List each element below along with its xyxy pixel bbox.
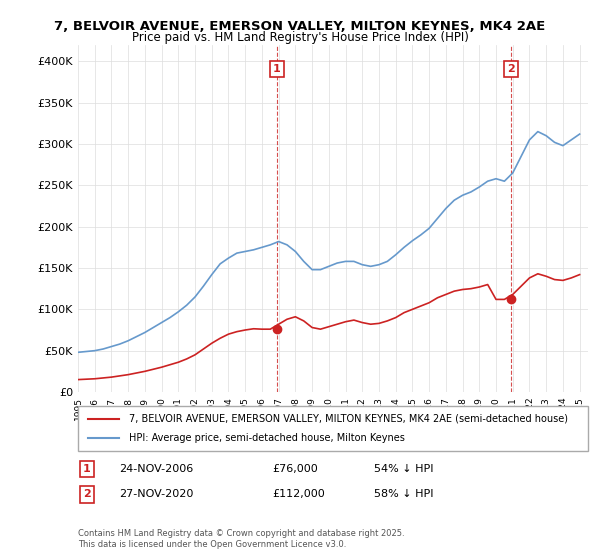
Text: 58% ↓ HPI: 58% ↓ HPI [374, 489, 433, 499]
Text: £112,000: £112,000 [272, 489, 325, 499]
Text: 27-NOV-2020: 27-NOV-2020 [119, 489, 193, 499]
Text: 7, BELVOIR AVENUE, EMERSON VALLEY, MILTON KEYNES, MK4 2AE (semi-detached house): 7, BELVOIR AVENUE, EMERSON VALLEY, MILTO… [129, 413, 568, 423]
Text: 1: 1 [273, 64, 281, 74]
FancyBboxPatch shape [78, 406, 588, 451]
Text: 2: 2 [83, 489, 91, 499]
Text: Contains HM Land Registry data © Crown copyright and database right 2025.
This d: Contains HM Land Registry data © Crown c… [78, 529, 404, 549]
Text: Price paid vs. HM Land Registry's House Price Index (HPI): Price paid vs. HM Land Registry's House … [131, 31, 469, 44]
Text: HPI: Average price, semi-detached house, Milton Keynes: HPI: Average price, semi-detached house,… [129, 433, 405, 444]
Text: 24-NOV-2006: 24-NOV-2006 [119, 464, 193, 474]
Text: 7, BELVOIR AVENUE, EMERSON VALLEY, MILTON KEYNES, MK4 2AE: 7, BELVOIR AVENUE, EMERSON VALLEY, MILTO… [55, 20, 545, 32]
Text: 1: 1 [83, 464, 91, 474]
Text: £76,000: £76,000 [272, 464, 317, 474]
Text: 54% ↓ HPI: 54% ↓ HPI [374, 464, 433, 474]
Text: 2: 2 [507, 64, 515, 74]
